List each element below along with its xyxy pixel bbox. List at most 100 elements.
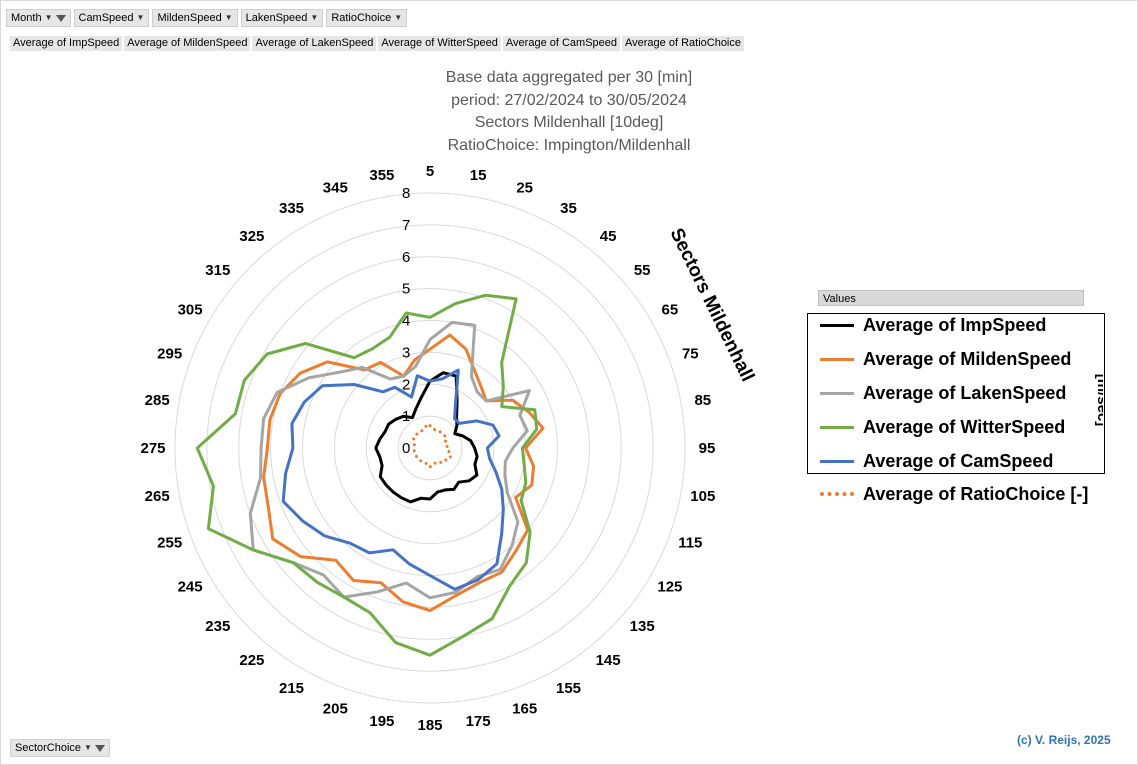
category-label: 65	[662, 302, 679, 319]
legend-line-icon	[820, 459, 854, 463]
category-label: 115	[678, 535, 702, 552]
radial-tick-label: 3	[402, 344, 410, 361]
grid-ring	[302, 320, 558, 576]
legend-label: Average of LakenSpeed	[863, 382, 1067, 403]
sector-choice-button[interactable]: SectorChoice ▼	[10, 739, 110, 757]
legend-label: Average of CamSpeed	[863, 450, 1054, 471]
category-label: 195	[369, 713, 394, 730]
value-field-camspeed[interactable]: Average of CamSpeed	[502, 36, 621, 51]
category-label: 155	[556, 680, 581, 697]
filter-mildenspeed-button[interactable]: MildenSpeed ▼	[152, 9, 238, 27]
filter-lakenspeed-label: LakenSpeed	[245, 12, 308, 24]
series-group	[195, 293, 545, 657]
value-field-witterspeed[interactable]: Average of WitterSpeed	[378, 36, 501, 51]
value-fields-bar: Average of ImpSpeed Average of MildenSpe…	[10, 36, 744, 51]
radial-tick-label: 2	[402, 376, 410, 393]
legend-item-impspeed[interactable]: Average of ImpSpeed	[820, 312, 1046, 338]
category-label: 275	[140, 440, 165, 457]
category-label: 245	[178, 579, 203, 596]
grid-ring	[238, 256, 622, 640]
category-label: 95	[699, 440, 716, 457]
category-label: 355	[369, 167, 394, 184]
legend-item-lakenspeed[interactable]: Average of LakenSpeed	[820, 380, 1066, 406]
radial-tick-label: 7	[402, 217, 410, 234]
grid-ring	[270, 288, 590, 608]
filter-mildenspeed-label: MildenSpeed	[157, 12, 222, 24]
category-label: 295	[157, 345, 182, 362]
legend-line-icon	[820, 425, 854, 429]
category-label: 335	[279, 200, 304, 217]
radial-tick-label: 5	[402, 281, 410, 298]
category-label: 265	[145, 488, 170, 505]
chevron-down-icon: ▼	[44, 13, 53, 22]
series-line-milden	[262, 333, 545, 613]
legend-label: Average of RatioChoice [-]	[863, 483, 1089, 504]
legend-item-ratiochoice[interactable]: Average of RatioChoice [-]	[820, 481, 1088, 507]
category-label: 85	[694, 392, 711, 409]
category-label: 125	[657, 579, 682, 596]
filter-month-button[interactable]: Month ▼	[6, 9, 71, 27]
filter-month-label: Month	[11, 12, 42, 24]
chart-title-line-2: period: 27/02/2024 to 30/05/2024	[451, 92, 687, 109]
category-label: 15	[470, 167, 487, 184]
category-label: 285	[145, 392, 170, 409]
value-field-mildenspeed[interactable]: Average of MildenSpeed	[124, 36, 251, 51]
chevron-down-icon: ▼	[310, 13, 319, 22]
category-label: 305	[178, 302, 203, 319]
legend-item-mildenspeed[interactable]: Average of MildenSpeed	[820, 346, 1071, 372]
category-label: 345	[323, 180, 348, 197]
category-label: 25	[516, 180, 533, 197]
category-label: 255	[157, 535, 182, 552]
value-field-ratiochoice[interactable]: Average of RatioChoice	[622, 36, 744, 51]
legend-label: Average of WitterSpeed	[863, 416, 1066, 437]
legend-box	[807, 313, 1105, 474]
series-line-laken	[248, 320, 531, 600]
chart-title-line-3: Sectors Mildenhall [10deg]	[475, 114, 664, 131]
category-label: 315	[205, 262, 230, 279]
legend-item-camspeed[interactable]: Average of CamSpeed	[820, 448, 1053, 474]
category-label: 35	[560, 200, 577, 217]
chevron-down-icon: ▼	[84, 743, 92, 752]
category-label: 205	[323, 700, 348, 717]
category-label: 325	[239, 228, 264, 245]
category-label: 75	[682, 345, 699, 362]
chart-title-line-1: Base data aggregated per 30 [min]	[446, 69, 692, 86]
legend-label: Average of MildenSpeed	[863, 348, 1072, 369]
copyright-text: (c) V. Reijs, 2025	[1017, 733, 1111, 747]
legend-line-icon	[820, 391, 854, 395]
pivot-filter-bar: Month ▼ CamSpeed ▼ MildenSpeed ▼ LakenSp…	[6, 9, 408, 27]
chevron-down-icon: ▼	[394, 13, 403, 22]
chart-title-block: Base data aggregated per 30 [min] period…	[446, 69, 692, 154]
category-label: 175	[466, 713, 491, 730]
series-line-witter	[195, 293, 539, 657]
unit-label-wrapper: [m/sec]	[1094, 374, 1103, 427]
legend-dotted-line-icon	[820, 492, 854, 496]
category-label: 215	[279, 680, 304, 697]
category-label: 165	[512, 700, 537, 717]
axis-title: Sectors Mildenhall	[666, 225, 758, 385]
category-label: 5	[426, 163, 434, 180]
filter-lakenspeed-button[interactable]: LakenSpeed ▼	[240, 9, 324, 27]
series-line-imp	[374, 371, 479, 504]
funnel-icon	[55, 14, 66, 22]
value-field-impspeed[interactable]: Average of ImpSpeed	[10, 36, 123, 51]
legend-label: Average of ImpSpeed	[863, 314, 1047, 335]
chart-title-line-4: RatioChoice: Impington/Mildenhall	[448, 137, 691, 154]
radial-tick-label: 8	[402, 185, 410, 202]
filter-camspeed-button[interactable]: CamSpeed ▼	[73, 9, 150, 27]
value-field-lakenspeed[interactable]: Average of LakenSpeed	[252, 36, 377, 51]
funnel-icon	[94, 744, 105, 752]
series-line-cam	[281, 368, 505, 591]
grid-ring	[206, 224, 654, 672]
filter-ratiochoice-button[interactable]: RatioChoice ▼	[326, 9, 408, 27]
category-label: 225	[239, 652, 264, 669]
grid-ring	[174, 192, 686, 704]
category-label: 235	[205, 618, 230, 635]
radar-grid	[174, 192, 686, 704]
filter-camspeed-label: CamSpeed	[78, 12, 134, 24]
legend-item-witterspeed[interactable]: Average of WitterSpeed	[820, 414, 1065, 440]
category-label: 185	[417, 717, 442, 734]
values-header[interactable]: Values	[818, 290, 1084, 306]
radial-tick-label: 4	[402, 313, 410, 330]
